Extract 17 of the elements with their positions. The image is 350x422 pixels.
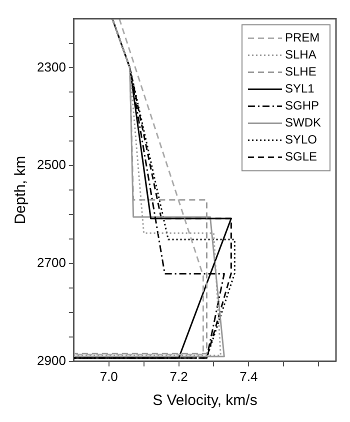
legend-label: PREM <box>285 30 320 45</box>
x-tick-label: 7.4 <box>240 368 258 384</box>
y-tick-label: 2300 <box>37 59 66 74</box>
y-tick-label: 2900 <box>37 352 66 368</box>
legend-label: SLHE <box>285 64 316 79</box>
y-axis-title: Depth, km <box>12 156 30 224</box>
legend-label: SGLE <box>285 150 318 164</box>
x-axis-title: S Velocity, km/s <box>152 392 258 410</box>
x-tick-label: 7.2 <box>170 368 188 384</box>
y-tick-label: 2500 <box>37 157 66 172</box>
legend-label: SYL1 <box>285 82 315 96</box>
legend-label: SGHP <box>285 98 320 113</box>
legend-label: SWDK <box>285 116 321 130</box>
x-tick-label: 7.0 <box>100 368 118 384</box>
legend-label: SYLO <box>285 132 318 147</box>
y-tick-label: 2700 <box>37 255 66 270</box>
legend-label: SLHA <box>285 48 316 62</box>
